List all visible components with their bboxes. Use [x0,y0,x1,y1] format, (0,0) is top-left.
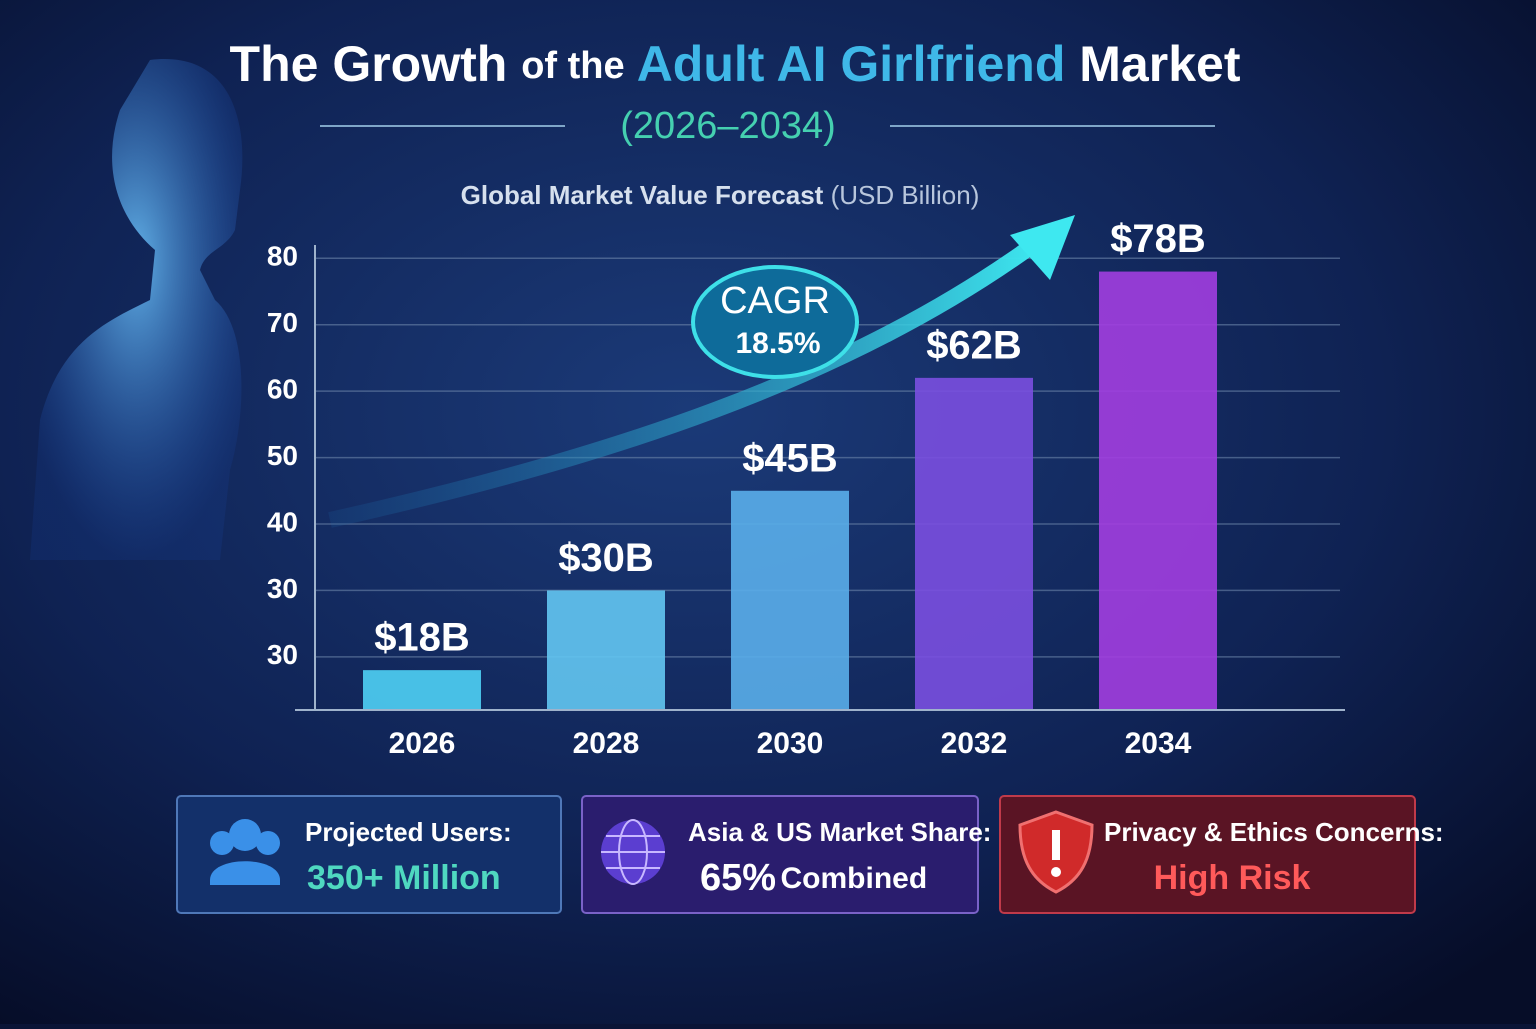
value-label: $78B [1110,217,1206,261]
chart-title: The Growth of the Adult AI Girlfriend Ma… [230,36,1241,92]
bar [547,590,665,710]
value-label: $62B [926,323,1022,367]
title-part: The Growth [230,36,508,92]
cagr-label: CAGR [720,280,830,322]
y-tick-label: 30 [267,573,298,604]
bar [915,377,1033,710]
figure-silhouette [30,59,243,560]
globe-icon [601,819,665,885]
x-tick-label: 2028 [573,727,640,760]
y-tick-label: 50 [267,440,298,471]
x-tick-label: 2034 [1125,727,1192,760]
y-tick-label: 30 [267,639,298,670]
chart-subtitle: (2026–2034) [620,105,836,147]
card-label: Projected Users: [305,817,512,847]
y-tick-label: 60 [267,374,298,405]
card-label: Privacy & Ethics Concerns: [1104,817,1444,847]
bar [731,490,849,710]
value-label: $18B [374,616,470,660]
x-tick-label: 2026 [389,727,456,760]
card-value: 350+ Million [307,859,501,897]
info-card [581,795,979,914]
users-icon [210,819,280,885]
cagr-badge [691,265,859,379]
card-value-part: 65% [700,857,776,899]
y-tick-label: 70 [267,307,298,338]
shield-icon [1018,810,1094,894]
bar [363,670,481,710]
arrow-head [1010,215,1075,280]
card-value: High Risk [1154,859,1311,897]
x-tick-label: 2032 [941,727,1008,760]
info-card [999,795,1416,914]
cagr-value: 18.5% [735,327,820,360]
bar [1099,271,1217,710]
card-value-part: Combined [781,862,928,895]
axis-title-part: (USD Billion) [831,180,980,210]
title-part: of the [521,45,624,87]
title-part: Market [1079,36,1241,92]
value-label: $45B [742,436,838,480]
plot: 30 30 40 50 60 70 80 2026 $18B 2028 $30B 2030 $45B 20… [267,217,1340,760]
trend-arrow [328,233,1045,528]
card-value: 65% Combined [700,857,927,899]
title-part: Adult AI Girlfriend [637,36,1066,92]
y-tick-label: 40 [267,506,298,537]
x-tick-label: 2030 [757,727,824,760]
axis-title-part: Global Market Value Forecast [461,180,824,210]
y-tick-label: 80 [267,241,298,272]
axis-title: Global Market Value Forecast (USD Billio… [461,180,980,210]
card-label: Asia & US Market Share: [688,817,991,847]
value-label: $30B [558,536,654,580]
